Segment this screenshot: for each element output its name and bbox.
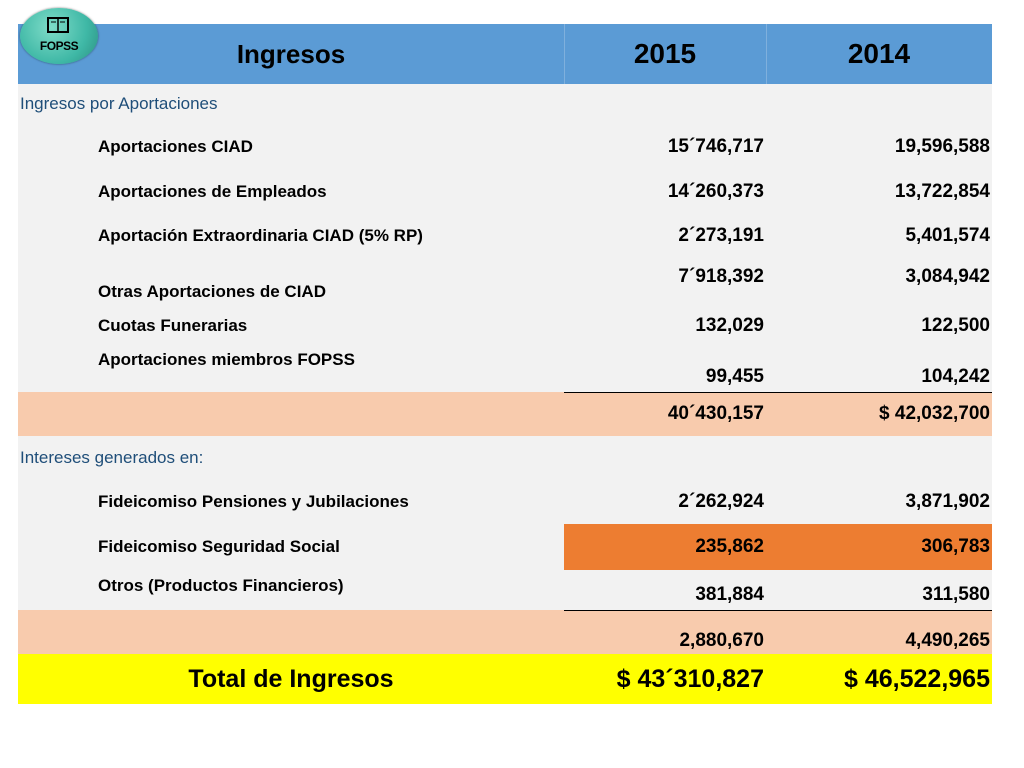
subtotal-line [564,610,992,611]
header-year-2014: 2014 [847,38,911,69]
value-2015: 7´918,392 [678,266,764,287]
table-row: Fideicomiso Pensiones y Jubilaciones 2´2… [18,480,992,524]
table-row: Otras Aportaciones de CIAD 7´918,392 3,0… [18,258,992,308]
value-2014: 311,580 [922,584,990,605]
table-row: Aportaciones de Empleados 14´260,373 13,… [18,170,992,214]
header-label: Ingresos [236,38,346,69]
row-label: Cuotas Funerarias [98,316,248,335]
table-row: Aportaciones miembros FOPSS 99,455 104,2… [18,344,992,392]
row-label: Fideicomiso Seguridad Social [98,537,340,556]
table-row: Aportación Extraordinaria CIAD (5% RP) 2… [18,214,992,258]
column-divider [564,24,565,84]
subtotal-row: 2,880,670 4,490,265 [18,610,992,654]
value-2015: 14´260,373 [667,181,764,202]
value-2015: 381,884 [695,584,764,605]
fopss-logo: FOPSS [20,8,98,64]
table-header: Ingresos 2015 2014 [18,24,992,84]
total-2014: $ 46,522,965 [844,664,990,693]
subtotal-2014: $ 42,032,700 [879,403,990,424]
value-2015: 235,862 [564,524,766,570]
row-label: Aportaciones CIAD [98,137,253,156]
total-row: Total de Ingresos $ 43´310,827 $ 46,522,… [18,654,992,704]
value-2014: 104,242 [921,366,990,387]
total-2015: $ 43´310,827 [616,664,764,693]
value-2015: 132,029 [695,315,764,336]
value-2015: 2´262,924 [678,491,764,512]
income-table: Ingresos 2015 2014 Ingresos por Aportaci… [18,24,992,704]
value-2014: 13,722,854 [894,181,990,202]
value-2014: 19,596,588 [894,136,990,157]
section-title-row: Intereses generados en: [18,436,992,480]
total-label: Total de Ingresos [188,664,394,693]
table-row: Otros (Productos Financieros) 381,884 31… [18,570,992,610]
value-2015: 15´746,717 [667,136,764,157]
row-label: Aportaciones de Empleados [98,182,327,201]
column-divider [766,24,767,84]
value-2015: 99,455 [705,366,764,387]
row-label: Otros (Productos Financieros) [98,576,344,595]
value-2014: 122,500 [921,315,990,336]
logo-text: FOPSS [39,39,79,53]
value-2014: 3,871,902 [905,491,990,512]
subtotal-row: 40´430,157 $ 42,032,700 [18,392,992,436]
table-row: Aportaciones CIAD 15´746,717 19,596,588 [18,124,992,170]
subtotal-line [564,392,992,393]
section-title-row: Ingresos por Aportaciones [18,84,992,124]
section-title: Intereses generados en: [20,448,204,467]
subtotal-2015: 2,880,670 [679,630,764,651]
subtotal-2015: 40´430,157 [667,403,764,424]
row-label: Otras Aportaciones de CIAD [98,282,326,301]
row-label: Aportaciones miembros FOPSS [98,350,355,369]
value-2014: 5,401,574 [905,225,990,246]
value-2014: 306,783 [766,524,992,570]
book-icon [47,17,69,33]
value-2014: 3,084,942 [905,266,990,287]
subtotal-2014: 4,490,265 [905,630,990,651]
table-row: Cuotas Funerarias 132,029 122,500 [18,308,992,344]
row-label: Fideicomiso Pensiones y Jubilaciones [98,492,409,511]
section-title: Ingresos por Aportaciones [20,94,218,113]
table-row-highlighted: Fideicomiso Seguridad Social 235,862 306… [18,524,992,570]
value-2015: 2´273,191 [678,225,764,246]
row-label: Aportación Extraordinaria CIAD (5% RP) [98,226,423,245]
header-year-2015: 2015 [633,38,697,69]
